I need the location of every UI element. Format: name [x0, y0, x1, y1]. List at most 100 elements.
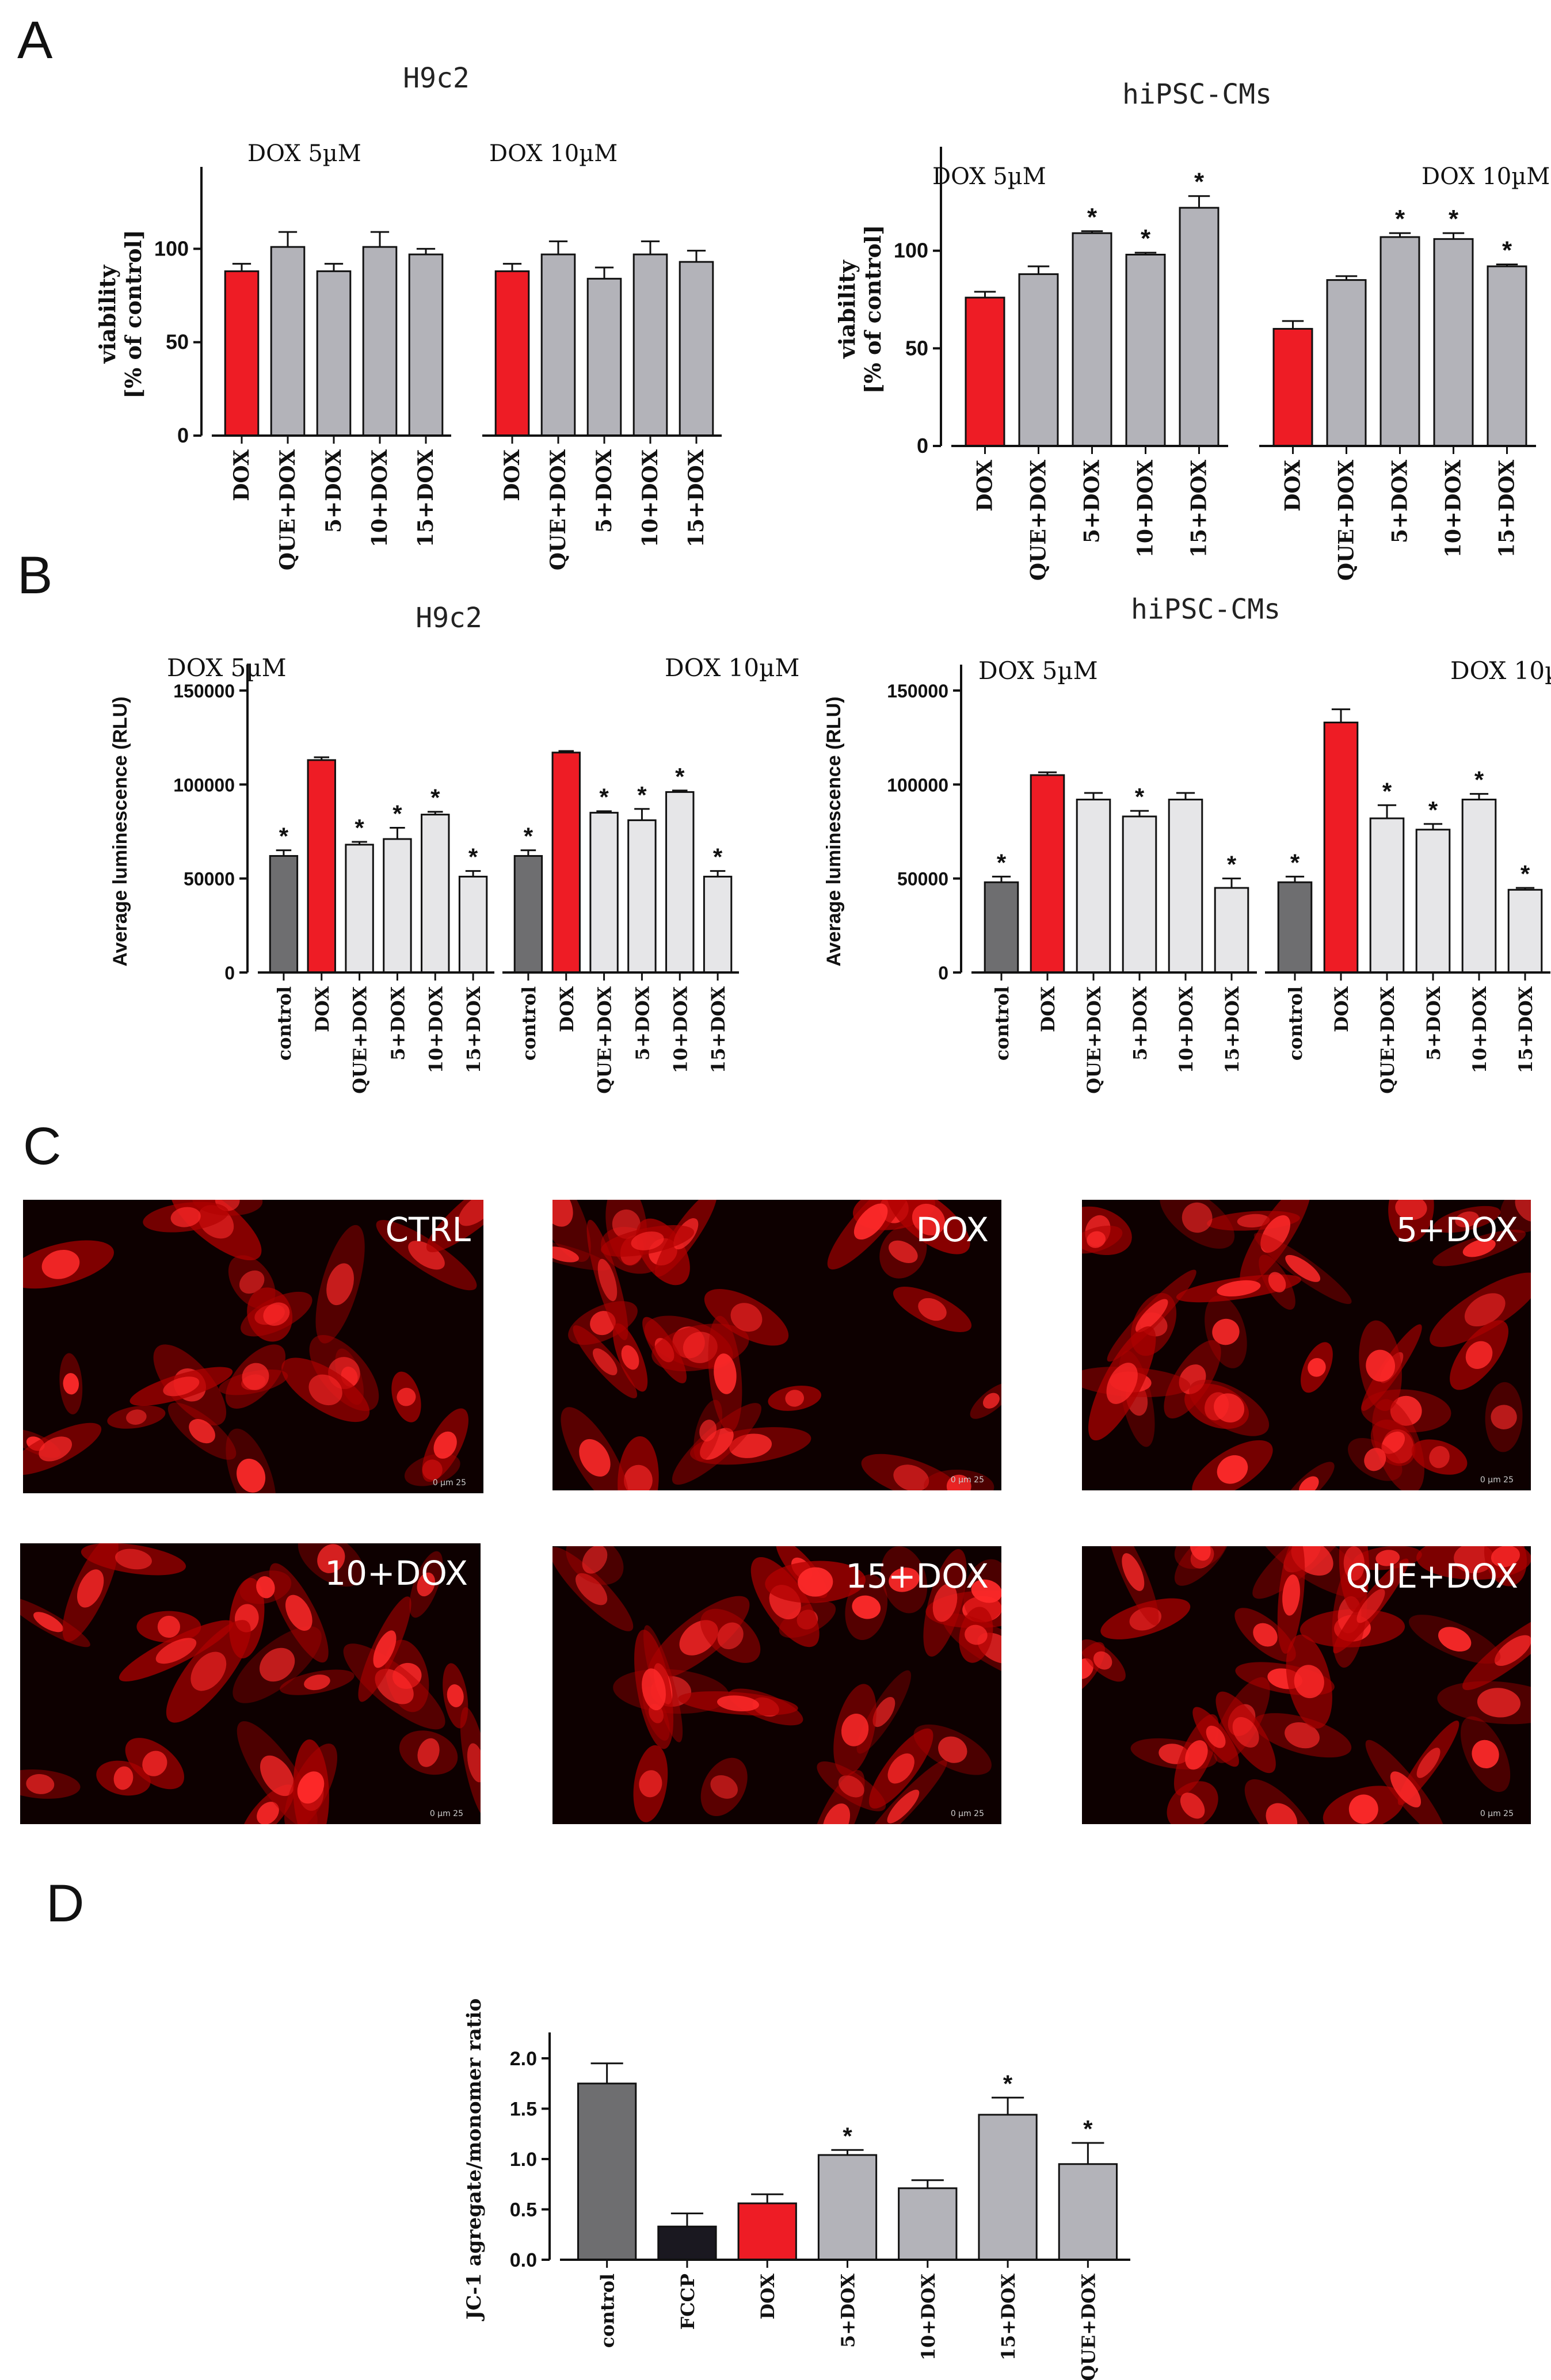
bar-10-dox	[421, 814, 450, 974]
cell-nucleus-region	[699, 1420, 717, 1442]
x-tick-label: 10+DOX	[425, 986, 447, 1073]
bar-dox	[224, 270, 260, 437]
x-tick-label: DOX	[1331, 986, 1352, 1032]
cell-nucleus-region	[1217, 1455, 1248, 1484]
significance-star: *	[430, 784, 440, 811]
cell-nucleus-region	[26, 1773, 55, 1794]
bar-15-dox	[408, 253, 444, 437]
cell-nucleus-region	[1364, 1448, 1386, 1471]
cell-nucleus-region	[1462, 1238, 1496, 1257]
y-tick-label: 50	[905, 336, 928, 360]
cell-nucleus-region	[852, 1595, 881, 1619]
cell-nucleus-region	[1093, 1651, 1112, 1670]
cell-nucleus-region	[1087, 1231, 1106, 1248]
micrograph-label: 15+DOX	[845, 1557, 989, 1596]
cell-nucleus-region	[576, 1573, 608, 1605]
x-tick-label: 5+DOX	[322, 449, 346, 533]
y-tick-label: 0	[938, 963, 948, 983]
cell-cluster	[20, 1543, 481, 1824]
cell-nucleus-region	[853, 1203, 888, 1240]
cell-nucleus-region	[1260, 1215, 1291, 1253]
micrograph-10-dox: 10+DOX 0 µm 25	[20, 1543, 481, 1824]
group-label: DOX 10µM	[1422, 163, 1550, 190]
cell-nucleus-region	[887, 1790, 920, 1824]
cell-nucleus-region	[308, 1374, 342, 1406]
cell-nucleus-region	[163, 1376, 200, 1397]
cell-nucleus-region	[552, 1200, 573, 1227]
cell-nucleus-region	[714, 1353, 737, 1394]
x-tick-label: control	[1285, 986, 1306, 1061]
cell-nucleus-region	[1214, 1393, 1245, 1422]
group-label: DOX 10µM	[489, 140, 618, 167]
x-tick-label: DOX	[1037, 986, 1059, 1032]
chart-title: hiPSC-CMs	[1131, 593, 1281, 625]
cell-nucleus-region	[1477, 1688, 1520, 1718]
bar-dox	[551, 752, 581, 974]
cell-cluster	[1082, 1200, 1531, 1490]
cell-cluster	[552, 1546, 1001, 1824]
cell-nucleus-region	[822, 1803, 851, 1824]
x-tick-label: QUE+DOX	[594, 986, 616, 1094]
micrograph-5-dox: 5+DOX 0 µm 25	[1082, 1200, 1531, 1490]
x-tick-label: 15+DOX	[684, 449, 708, 547]
y-tick-label: 150000	[887, 681, 948, 701]
x-tick-label: 15+DOX	[414, 449, 438, 547]
y-tick-label: 0	[224, 963, 235, 983]
micrograph-ctrl-image	[23, 1200, 483, 1493]
y-axis-label: Average luminescence (RLU)	[109, 696, 131, 966]
micrograph-label: 5+DOX	[1396, 1210, 1518, 1249]
x-tick-label: control	[273, 986, 295, 1061]
x-tick-label: 5+DOX	[1388, 460, 1412, 543]
bar-control	[577, 2082, 637, 2261]
bar-5-dox	[316, 270, 352, 437]
cell-nucleus-region	[729, 1433, 772, 1458]
bar-15-dox	[1214, 887, 1249, 974]
chart-title: H9c2	[416, 602, 482, 634]
cell-nucleus-region	[77, 1569, 104, 1608]
cell-nucleus-region	[190, 1651, 227, 1691]
cell-nucleus-region	[887, 1753, 914, 1784]
cell-nucleus-region	[621, 1345, 639, 1370]
significance-star: *	[599, 784, 609, 811]
y-tick-label: 0.5	[510, 2199, 537, 2221]
cell-nucleus-region	[63, 1373, 79, 1395]
significance-star: *	[1520, 860, 1530, 887]
x-tick-label: DOX	[311, 986, 333, 1032]
cell-nucleus-region	[1464, 1293, 1506, 1327]
bar-15-dox	[1179, 207, 1220, 447]
bar-10-dox	[898, 2187, 958, 2261]
bar-dox	[494, 270, 530, 437]
y-tick-label: 50000	[897, 869, 948, 890]
y-tick-label: 100	[894, 239, 928, 262]
y-axis-label: [% of control]	[120, 230, 146, 399]
bar-15-dox	[978, 2114, 1038, 2261]
cell-nucleus-region	[1122, 1553, 1145, 1591]
y-axis-label: viability	[834, 260, 860, 359]
group-label: DOX 5µM	[167, 654, 287, 682]
x-tick-label: 10+DOX	[1469, 986, 1491, 1073]
micrograph-que-dox-image	[1082, 1546, 1531, 1824]
x-tick-label: control	[597, 2274, 619, 2348]
chart-title: H9c2	[403, 62, 470, 94]
cell-nucleus-region	[1285, 1254, 1321, 1282]
panel-letter-c: C	[23, 1117, 62, 1176]
panel-letter-a: A	[17, 11, 53, 70]
x-tick-label: control	[518, 986, 540, 1061]
significance-star: *	[1003, 2070, 1013, 2097]
cell-nucleus-region	[1268, 1272, 1286, 1292]
cell-nucleus-region	[1185, 1740, 1208, 1770]
significance-star: *	[1290, 849, 1300, 876]
cell-nucleus-region	[1206, 1725, 1226, 1748]
y-axis-label: [% of control]	[860, 225, 886, 394]
cell-nucleus-region	[971, 1579, 1001, 1603]
cell-nucleus-region	[798, 1567, 833, 1597]
significance-star: *	[1428, 796, 1438, 823]
bar-10-dox	[1125, 254, 1166, 447]
x-tick-label: 5+DOX	[1423, 986, 1445, 1061]
x-tick-label: FCCP	[677, 2274, 699, 2330]
cell-nucleus-region	[700, 1428, 734, 1460]
cell-nucleus-region	[256, 1576, 275, 1599]
cell-nucleus-region	[946, 1474, 971, 1490]
bar-fccp	[657, 2225, 717, 2261]
bar-15-dox	[1487, 265, 1527, 447]
